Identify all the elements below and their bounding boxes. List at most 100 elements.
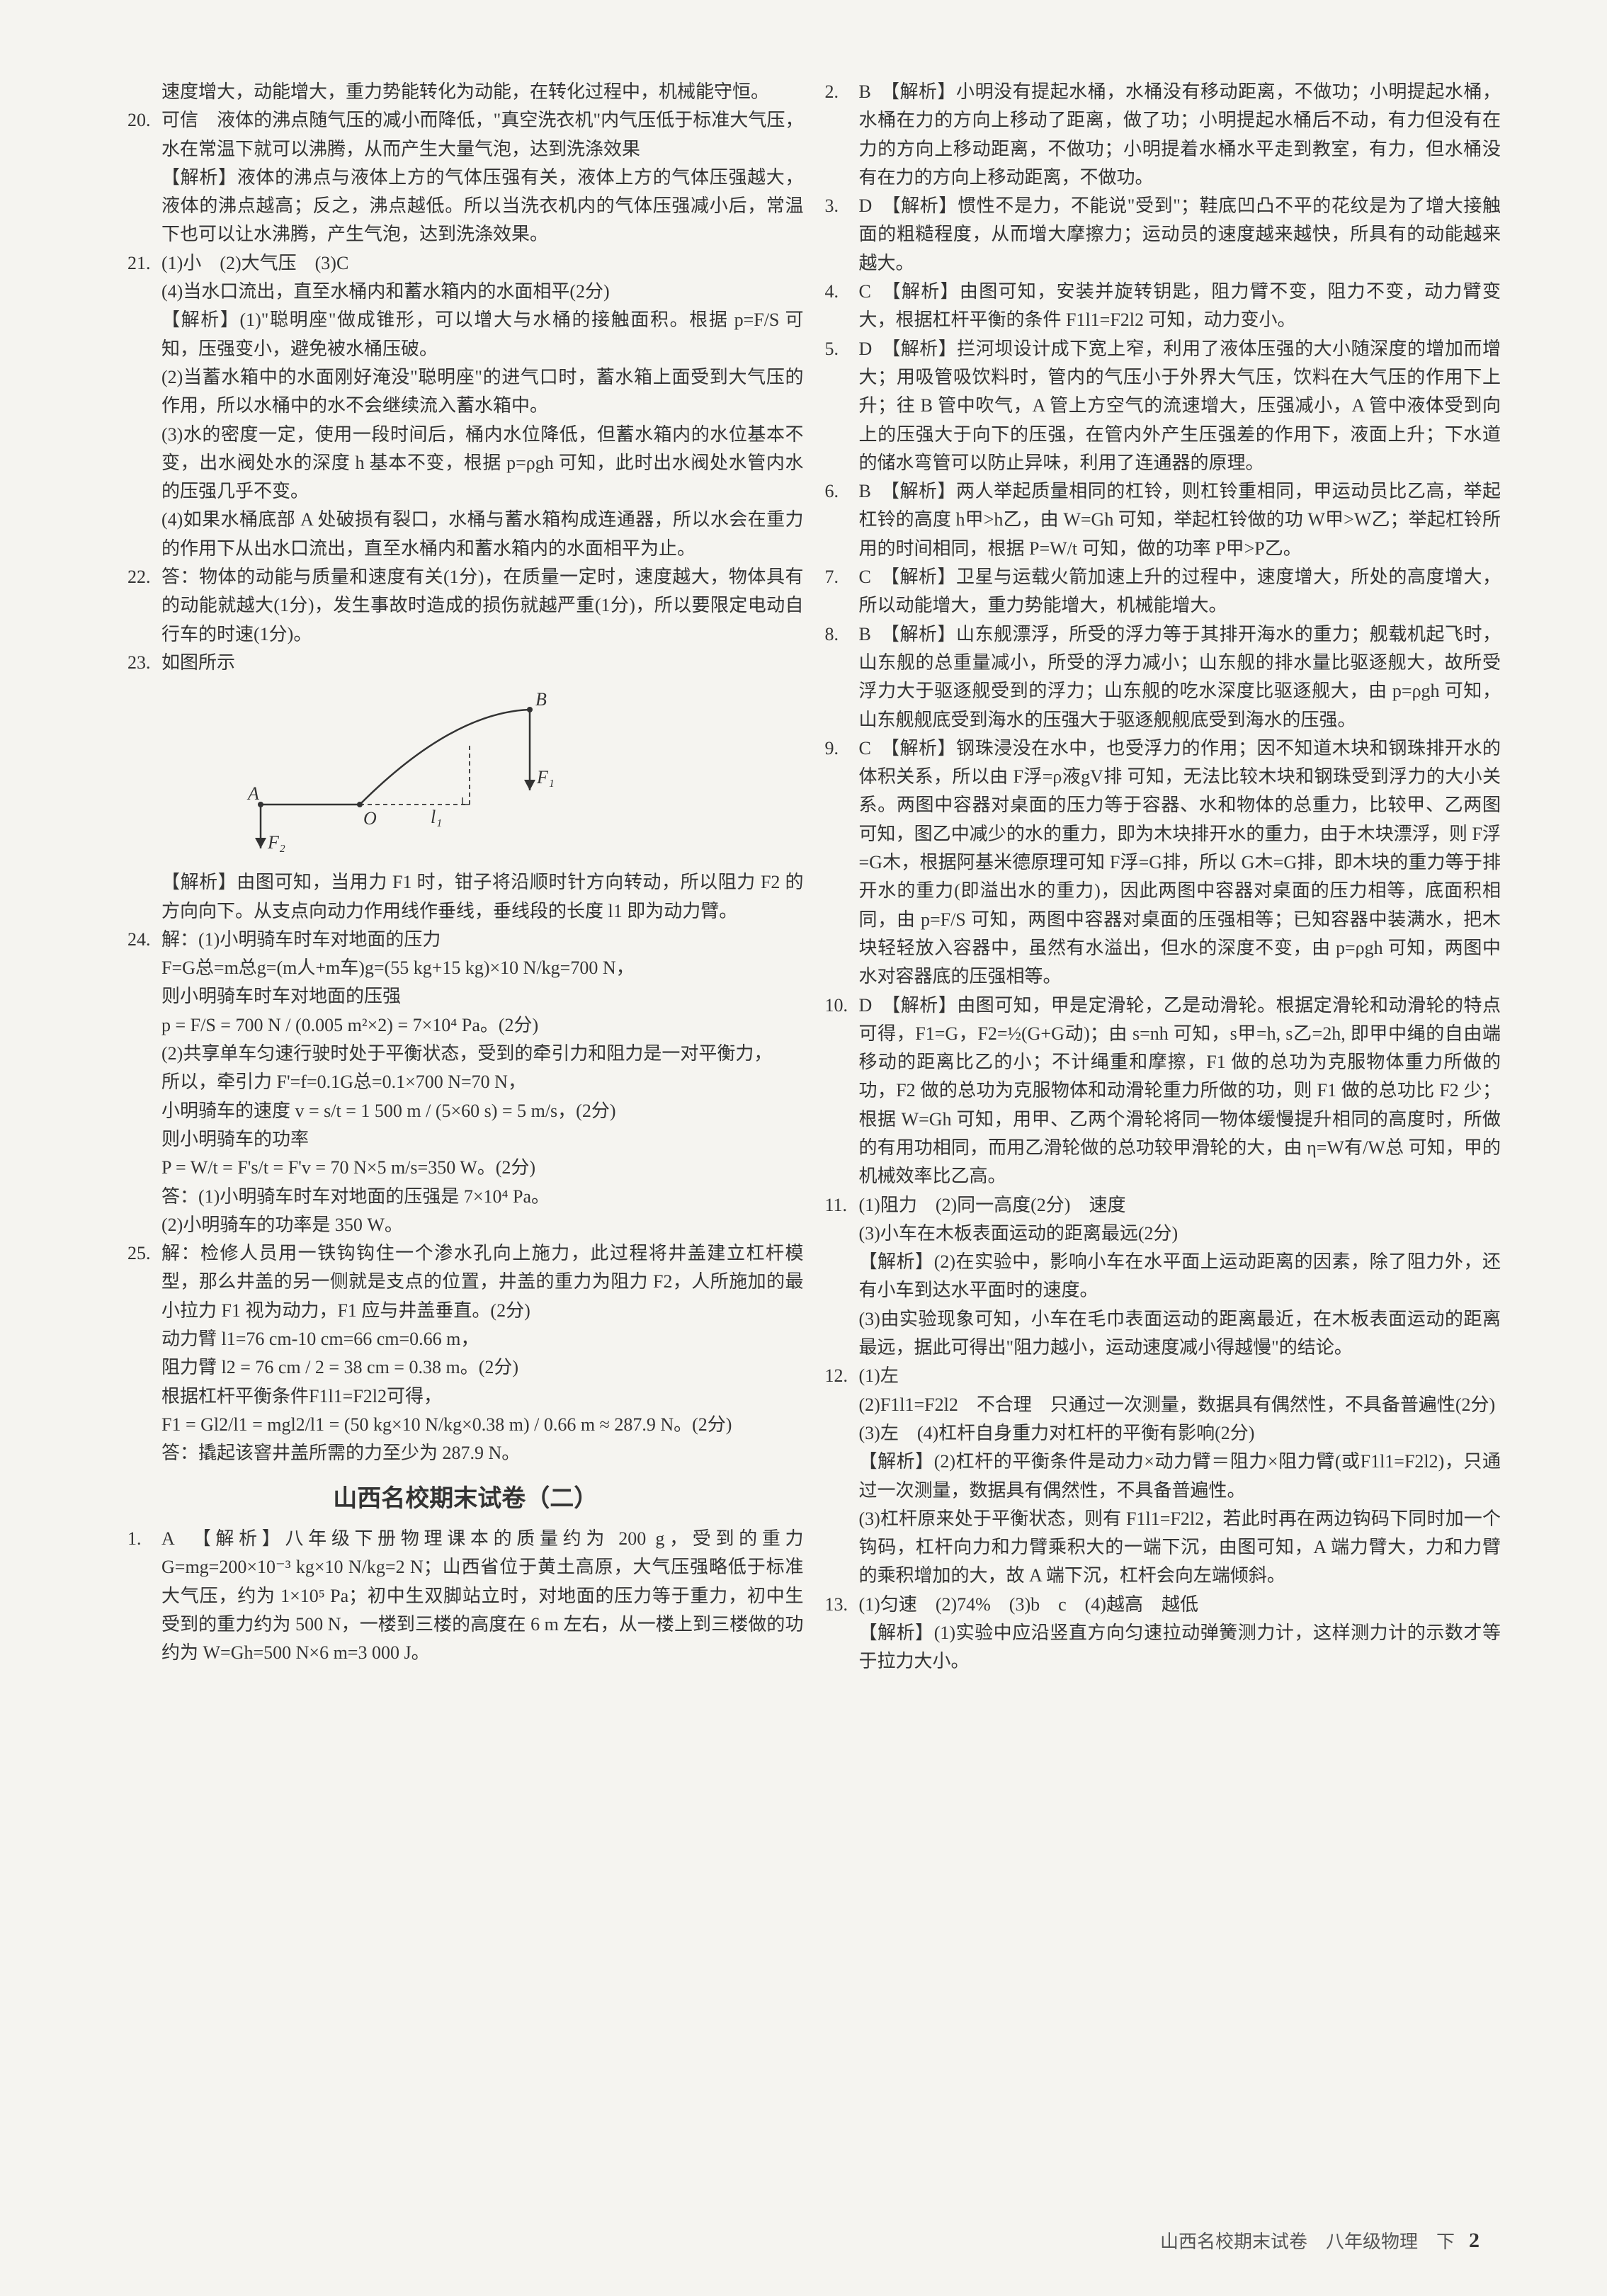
solution-text: 答：撬起该窨井盖所需的力至少为 287.9 N。 <box>161 1439 804 1467</box>
answer-text: 可信 液体的沸点随气压的减小而降低，"真空洗衣机"内气压低于标准大气压，水在常温… <box>161 106 804 164</box>
analysis-text: (3)杠杆原来处于平衡状态，则有 F1l1=F2l2，若此时再在两边钩码下同时加… <box>859 1505 1501 1591</box>
lever-diagram: A O B F₁ F₂ l₁ <box>218 684 572 861</box>
solution-text: 解：检修人员用一铁钩钩住一个渗水孔向上施力，此过程将井盖建立杠杆模型，那么井盖的… <box>161 1239 804 1325</box>
right-column: 2. B 【解析】小明没有提起水桶，水桶没有移动距离，不做功；小明提起水桶，水桶… <box>825 78 1501 2160</box>
item-20: 20. 可信 液体的沸点随气压的减小而降低，"真空洗衣机"内气压低于标准大气压，… <box>127 106 804 249</box>
analysis-text: 【解析】(1)实验中应沿竖直方向匀速拉动弹簧测力计，这样测力计的示数才等于拉力大… <box>859 1619 1501 1676</box>
analysis-text: D 【解析】由图可知，甲是定滑轮，乙是动滑轮。根据定滑轮和动滑轮的特点可得，F1… <box>859 991 1501 1191</box>
solution-text: 小明骑车的速度 v = s/t = 1 500 m / (5×60 s) = 5… <box>161 1097 804 1125</box>
diagram-svg: A O B F₁ F₂ l₁ <box>218 684 572 861</box>
item-10: 10. D 【解析】由图可知，甲是定滑轮，乙是动滑轮。根据定滑轮和动滑轮的特点可… <box>825 991 1501 1191</box>
item-number: 13. <box>825 1591 859 1676</box>
answer-text: 答：物体的动能与质量和速度有关(1分)，在质量一定时，速度越大，物体具有的动能就… <box>161 563 804 649</box>
item-number: 6. <box>825 477 859 563</box>
label-O: O <box>363 808 377 829</box>
footer-text: 山西名校期末试卷 八年级物理 下 <box>1160 2227 1455 2254</box>
solution-text: 所以，牵引力 F'=f=0.1G总=0.1×700 N=70 N， <box>161 1068 804 1096</box>
solution-text: 阻力臂 l2 = 76 cm / 2 = 38 cm = 0.38 m。(2分) <box>161 1353 804 1382</box>
item-number: 21. <box>127 249 161 563</box>
item-2: 2. B 【解析】小明没有提起水桶，水桶没有移动距离，不做功；小明提起水桶，水桶… <box>825 78 1501 192</box>
analysis-text: 【解析】(1)"聪明座"做成锥形，可以增大与水桶的接触面积。根据 p=F/S 可… <box>161 306 804 363</box>
answer-text: (1)左 <box>859 1362 1501 1390</box>
analysis-text: D 【解析】惯性不是力，不能说"受到"；鞋底凹凸不平的花纹是为了增大接触面的粗糙… <box>859 192 1501 278</box>
analysis-text: D 【解析】拦河坝设计成下宽上窄，利用了液体压强的大小随深度的增加而增大；用吸管… <box>859 335 1501 477</box>
analysis-text: C 【解析】钢珠浸没在水中，也受浮力的作用；因不知道木块和钢珠排开水的体积关系，… <box>859 734 1501 991</box>
left-column: 速度增大，动能增大，重力势能转化为动能，在转化过程中，机械能守恒。 20. 可信… <box>127 78 804 2160</box>
item-number: 12. <box>825 1362 859 1590</box>
item-number: 3. <box>825 192 859 278</box>
analysis-text: 【解析】(2)杠杆的平衡条件是动力×动力臂＝阻力×阻力臂(或F1l1=F2l2)… <box>859 1448 1501 1505</box>
answer-text: (1)阻力 (2)同一高度(2分) 速度 <box>859 1191 1501 1220</box>
item-13: 13. (1)匀速 (2)74% (3)b c (4)越高 越低 【解析】(1)… <box>825 1591 1501 1676</box>
solution-text: (2)共享单车匀速行驶时处于平衡状态，受到的牵引力和阻力是一对平衡力， <box>161 1040 804 1068</box>
item-number: 9. <box>825 734 859 991</box>
item-23: 23. 如图所示 <box>127 649 804 926</box>
answer-text: (1)小 (2)大气压 (3)C <box>161 249 804 278</box>
item-4: 4. C 【解析】由图可知，安装并旋转钥匙，阻力臂不变，阻力不变，动力臂变大，根… <box>825 278 1501 335</box>
item-9: 9. C 【解析】钢珠浸没在水中，也受浮力的作用；因不知道木块和钢珠排开水的体积… <box>825 734 1501 991</box>
section-title: 山西名校期末试卷（二） <box>127 1480 804 1518</box>
item-number: 7. <box>825 563 859 620</box>
analysis-text: A 【解析】八年级下册物理课本的质量约为 200 g，受到的重力 G=mg=20… <box>161 1525 804 1667</box>
solution-text: p = F/S = 700 N / (0.005 m²×2) = 7×10⁴ P… <box>161 1011 804 1040</box>
item-3: 3. D 【解析】惯性不是力，不能说"受到"；鞋底凹凸不平的花纹是为了增大接触面… <box>825 192 1501 278</box>
analysis-text: (3)由实验现象可知，小车在毛巾表面运动的距离最近，在木板表面运动的距离最远，据… <box>859 1305 1501 1363</box>
continuation-text: 速度增大，动能增大，重力势能转化为动能，在转化过程中，机械能守恒。 <box>127 78 804 106</box>
label-F1: F₁ <box>536 767 555 788</box>
analysis-text: C 【解析】卫星与运载火箭加速上升的过程中，速度增大，所处的高度增大，所以动能增… <box>859 563 1501 620</box>
answer-text: (3)左 (4)杠杆自身重力对杠杆的平衡有影响(2分) <box>859 1419 1501 1448</box>
answer-text: (4)当水口流出，直至水桶内和蓄水箱内的水面相平(2分) <box>161 278 804 306</box>
analysis-text: B 【解析】小明没有提起水桶，水桶没有移动距离，不做功；小明提起水桶，水桶在力的… <box>859 78 1501 192</box>
two-column-layout: 速度增大，动能增大，重力势能转化为动能，在转化过程中，机械能守恒。 20. 可信… <box>127 78 1501 2160</box>
item-6: 6. B 【解析】两人举起质量相同的杠铃，则杠铃重相同，甲运动员比乙高，举起杠铃… <box>825 477 1501 563</box>
item-number: 11. <box>825 1191 859 1363</box>
solution-text: F=G总=m总g=(m人+m车)g=(55 kg+15 kg)×10 N/kg=… <box>161 954 804 982</box>
page-footer: 山西名校期末试卷 八年级物理 下 2 <box>1160 2227 1480 2254</box>
analysis-text: (4)如果水桶底部 A 处破损有裂口，水桶与蓄水箱构成连通器，所以水会在重力的作… <box>161 506 804 563</box>
item-number: 20. <box>127 106 161 249</box>
solution-text: 动力臂 l1=76 cm-10 cm=66 cm=0.66 m， <box>161 1325 804 1353</box>
analysis-text: 【解析】由图可知，当用力 F1 时，钳子将沿顺时针方向转动，所以阻力 F2 的方… <box>161 868 804 926</box>
solution-text: 解：(1)小明骑车时车对地面的压力 <box>161 926 804 954</box>
answer-text: 如图所示 <box>161 649 804 677</box>
label-A: A <box>246 783 259 804</box>
item-24: 24. 解：(1)小明骑车时车对地面的压力 F=G总=m总g=(m人+m车)g=… <box>127 926 804 1239</box>
item-1: 1. A 【解析】八年级下册物理课本的质量约为 200 g，受到的重力 G=mg… <box>127 1525 804 1667</box>
label-F2: F₂ <box>267 832 285 853</box>
item-number: 5. <box>825 335 859 477</box>
item-5: 5. D 【解析】拦河坝设计成下宽上窄，利用了液体压强的大小随深度的增加而增大；… <box>825 335 1501 477</box>
item-number: 22. <box>127 563 161 649</box>
answer-text: (1)匀速 (2)74% (3)b c (4)越高 越低 <box>859 1591 1501 1619</box>
analysis-text: (2)当蓄水箱中的水面刚好淹没"聪明座"的进气口时，蓄水箱上面受到大气压的作用，… <box>161 363 804 421</box>
item-number: 2. <box>825 78 859 192</box>
solution-text: F1 = Gl2/l1 = mgl2/l1 = (50 kg×10 N/kg×0… <box>161 1411 804 1439</box>
solution-text: P = W/t = F's/t = F'v = 70 N×5 m/s=350 W… <box>161 1154 804 1182</box>
item-number: 24. <box>127 926 161 1239</box>
item-8: 8. B 【解析】山东舰漂浮，所受的浮力等于其排开海水的重力；舰载机起飞时，山东… <box>825 620 1501 734</box>
solution-text: 则小明骑车时车对地面的压强 <box>161 982 804 1011</box>
item-21: 21. (1)小 (2)大气压 (3)C (4)当水口流出，直至水桶内和蓄水箱内… <box>127 249 804 563</box>
item-number: 4. <box>825 278 859 335</box>
analysis-text: (3)水的密度一定，使用一段时间后，桶内水位降低，但蓄水箱内的水位基本不变，出水… <box>161 421 804 506</box>
analysis-text: 【解析】(2)在实验中，影响小车在水平面上运动距离的因素，除了阻力外，还有小车到… <box>859 1248 1501 1305</box>
item-number: 8. <box>825 620 859 734</box>
label-l1: l₁ <box>431 807 442 827</box>
item-number: 23. <box>127 649 161 926</box>
item-22: 22. 答：物体的动能与质量和速度有关(1分)，在质量一定时，速度越大，物体具有… <box>127 563 804 649</box>
solution-text: 答：(1)小明骑车时车对地面的压强是 7×10⁴ Pa。 <box>161 1183 804 1211</box>
item-number: 1. <box>127 1525 161 1667</box>
label-B: B <box>535 689 547 710</box>
analysis-text: B 【解析】两人举起质量相同的杠铃，则杠铃重相同，甲运动员比乙高，举起杠铃的高度… <box>859 477 1501 563</box>
solution-text: 根据杠杆平衡条件F1l1=F2l2可得， <box>161 1382 804 1411</box>
item-number: 25. <box>127 1239 161 1467</box>
answer-text: (2)F1l1=F2l2 不合理 只通过一次测量，数据具有偶然性，不具备普遍性(… <box>859 1391 1501 1419</box>
solution-text: (2)小明骑车的功率是 350 W。 <box>161 1211 804 1239</box>
item-25: 25. 解：检修人员用一铁钩钩住一个渗水孔向上施力，此过程将井盖建立杠杆模型，那… <box>127 1239 804 1467</box>
analysis-text: C 【解析】由图可知，安装并旋转钥匙，阻力臂不变，阻力不变，动力臂变大，根据杠杆… <box>859 278 1501 335</box>
analysis-text: 【解析】液体的沸点与液体上方的气体压强有关，液体上方的气体压强越大，液体的沸点越… <box>161 164 804 249</box>
item-number: 10. <box>825 991 859 1191</box>
solution-text: 则小明骑车的功率 <box>161 1125 804 1154</box>
item-7: 7. C 【解析】卫星与运载火箭加速上升的过程中，速度增大，所处的高度增大，所以… <box>825 563 1501 620</box>
answer-text: (3)小车在木板表面运动的距离最远(2分) <box>859 1220 1501 1248</box>
item-12: 12. (1)左 (2)F1l1=F2l2 不合理 只通过一次测量，数据具有偶然… <box>825 1362 1501 1590</box>
